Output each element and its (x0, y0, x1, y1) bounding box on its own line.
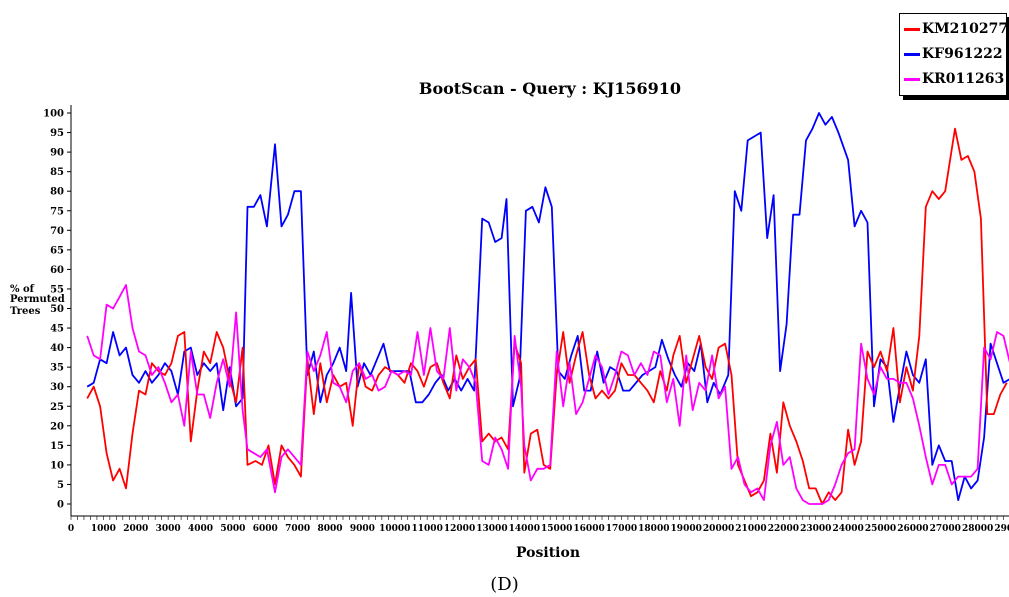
x-tick-label: 29000 (994, 524, 1009, 534)
ticks-layer: 0 1000 2000 3000 4000 5000 6000 7000 8000 9000 100… (43, 109, 1009, 535)
x-tick-label: 16000 (573, 524, 604, 534)
y-tick-label: 25 (50, 402, 64, 413)
y-tick-label: 10 (50, 460, 64, 471)
y-tick-label: 50 (50, 304, 64, 315)
x-tick-label: 14000 (509, 524, 540, 534)
y-tick-label: 90 (50, 148, 64, 159)
series-line-km210277 (87, 129, 1007, 504)
legend-swatch-km210277 (904, 28, 920, 31)
y-tick-label: 5 (57, 480, 64, 491)
x-tick-label: 8000 (318, 524, 343, 534)
x-tick-label: 7000 (285, 524, 310, 534)
y-tick-label: 65 (50, 245, 64, 256)
y-tick-label: 40 (50, 343, 64, 354)
x-tick-label: 5000 (220, 524, 245, 534)
x-tick-label: 15000 (541, 524, 572, 534)
y-axis-label-line-3: Trees (10, 306, 41, 317)
x-tick-label: 1000 (91, 524, 116, 534)
y-tick-label: 60 (50, 265, 64, 276)
y-tick-label: 85 (50, 167, 64, 178)
y-tick-label: 15 (50, 441, 64, 452)
x-tick-label: 10000 (379, 524, 410, 534)
series-layer (87, 113, 1009, 504)
x-tick-label: 19000 (671, 524, 702, 534)
x-tick-label: 21000 (735, 524, 766, 534)
y-tick-label: 35 (50, 363, 64, 374)
y-tick-label: 30 (50, 382, 64, 393)
legend-item-kf961222: KF961222 (904, 44, 1003, 64)
y-tick-label: 100 (43, 109, 64, 120)
x-tick-label: 23000 (800, 524, 831, 534)
legend-item-kr011263: KR011263 (904, 69, 1004, 89)
x-tick-label: 6000 (253, 524, 278, 534)
x-axis-label: Position (516, 545, 580, 561)
y-tick-label: 70 (50, 226, 64, 237)
x-tick-label: 12000 (444, 524, 475, 534)
y-tick-label: 80 (50, 187, 64, 198)
y-tick-label: 75 (50, 206, 64, 217)
x-tick-label: 0 (68, 524, 74, 534)
x-tick-label: 28000 (962, 524, 993, 534)
legend-label-kf961222: KF961222 (922, 46, 1003, 62)
y-tick-label: 55 (50, 284, 64, 295)
x-tick-label: 2000 (123, 524, 148, 534)
x-tick-label: 3000 (156, 524, 181, 534)
x-tick-label: 9000 (350, 524, 375, 534)
x-tick-label: 18000 (638, 524, 669, 534)
x-tick-label: 25000 (865, 524, 896, 534)
y-tick-label: 20 (50, 421, 64, 432)
legend: KM210277 KF961222 KR011263 (899, 13, 1007, 96)
y-tick-label: 45 (50, 324, 64, 335)
chart-title: BootScan - Query : KJ156910 (419, 79, 681, 98)
y-tick-label: 0 (57, 500, 64, 511)
legend-swatch-kf961222 (904, 53, 920, 56)
x-tick-label: 27000 (930, 524, 961, 534)
panel-label: (D) (0, 574, 1009, 595)
x-tick-label: 13000 (476, 524, 507, 534)
x-tick-label: 11000 (412, 524, 443, 534)
legend-label-km210277: KM210277 (922, 21, 1008, 37)
y-tick-label: 95 (50, 128, 64, 139)
x-tick-label: 22000 (768, 524, 799, 534)
legend-swatch-kr011263 (904, 78, 920, 81)
x-tick-label: 4000 (188, 524, 213, 534)
x-tick-label: 26000 (897, 524, 928, 534)
x-tick-label: 20000 (703, 524, 734, 534)
x-tick-label: 17000 (606, 524, 637, 534)
legend-label-kr011263: KR011263 (922, 71, 1004, 87)
x-tick-label: 24000 (832, 524, 863, 534)
series-line-kf961222 (87, 113, 1009, 500)
legend-item-km210277: KM210277 (904, 19, 1008, 39)
